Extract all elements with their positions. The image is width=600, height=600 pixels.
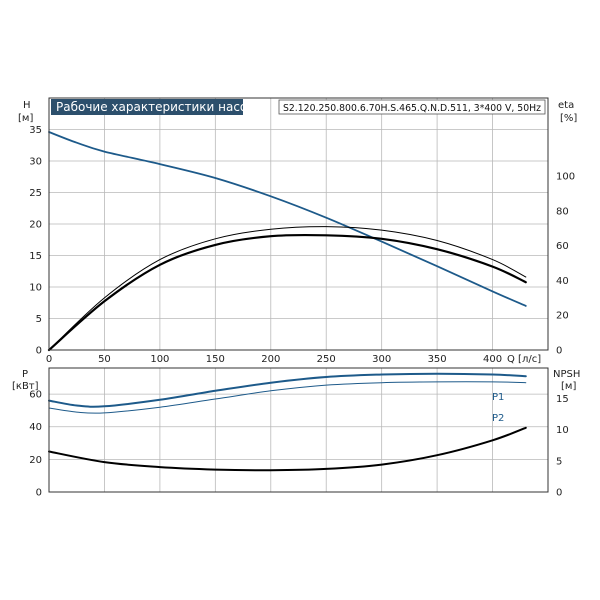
lower-plot-frame — [48, 367, 549, 493]
x-axis-tick-label: 350 — [428, 354, 447, 365]
lower-right-axis-label: NPSH — [553, 369, 580, 380]
left-axis-tick-label: 30 — [29, 157, 42, 168]
series-line-0-1 — [48, 226, 527, 351]
right-axis-tick-label: 10 — [556, 425, 569, 436]
left-axis-tick-label: 25 — [29, 188, 42, 199]
right-axis-tick-label: 100 — [556, 172, 575, 183]
x-axis-tick-label: 0 — [46, 354, 52, 365]
upper-plot-frame — [48, 97, 549, 351]
x-axis-tick-label: 250 — [317, 354, 336, 365]
right-axis-tick-label: 60 — [556, 241, 569, 252]
left-axis-tick-label: 0 — [36, 488, 42, 499]
series-label-p1: P1 — [492, 392, 504, 403]
right-axis-tick-label: 20 — [556, 311, 569, 322]
x-axis-label: Q [л/с] — [507, 354, 541, 365]
series-line-1-2 — [48, 426, 527, 472]
right-axis-tick-label: 80 — [556, 206, 569, 217]
left-axis-tick-label: 5 — [36, 314, 42, 325]
lower-plot-grid — [49, 368, 548, 492]
upper-right-axis-unit: [%] — [560, 113, 577, 124]
series-label-p2: P2 — [492, 413, 504, 424]
x-axis-tick-label: 400 — [483, 354, 502, 365]
subtitle-box — [278, 99, 546, 115]
series-line-1-1 — [48, 381, 527, 414]
left-axis-tick-label: 20 — [29, 220, 42, 231]
x-axis-tick-label: 200 — [261, 354, 280, 365]
x-axis-tick-label: 150 — [206, 354, 225, 365]
right-axis-tick-label: 40 — [556, 276, 569, 287]
upper-plot-curves — [47, 131, 527, 352]
left-axis-tick-label: 0 — [36, 346, 42, 357]
left-axis-tick-label: 15 — [29, 251, 42, 262]
right-axis-tick-label: 15 — [556, 394, 569, 405]
left-axis-tick-label: 40 — [29, 422, 42, 433]
lower-left-axis-unit: [кВт] — [12, 381, 39, 392]
right-axis-tick-label: 0 — [556, 488, 562, 499]
x-axis-tick-label: 100 — [150, 354, 169, 365]
right-axis-tick-label: 0 — [556, 346, 562, 357]
axis-tick-labels: 0510152025303502040608010002040600510150… — [29, 125, 575, 499]
left-axis-tick-label: 35 — [29, 125, 42, 136]
upper-left-axis-unit: [м] — [18, 113, 33, 124]
x-axis-tick-label: 300 — [372, 354, 391, 365]
right-axis-tick-label: 5 — [556, 456, 562, 467]
chart-subtitle: S2.120.250.800.6.70H.S.465.Q.N.D.511, 3*… — [283, 103, 541, 114]
left-axis-tick-label: 10 — [29, 283, 42, 294]
left-axis-tick-label: 20 — [29, 455, 42, 466]
lower-right-axis-unit: [м] — [561, 381, 576, 392]
chart-title: Рабочие характеристики насоса — [56, 100, 261, 114]
series-line-0-0 — [48, 131, 527, 307]
lower-plot-curves — [48, 372, 527, 472]
lower-left-axis-label: P — [22, 369, 28, 380]
series-line-1-0 — [48, 372, 527, 408]
upper-plot-grid — [49, 98, 548, 350]
x-axis-tick-label: 50 — [98, 354, 111, 365]
series-line-0-2 — [47, 233, 527, 352]
upper-left-axis-label: H — [23, 100, 31, 111]
left-axis-tick-label: 60 — [29, 390, 42, 401]
title-box — [51, 99, 243, 115]
upper-right-axis-label: eta — [558, 100, 574, 111]
